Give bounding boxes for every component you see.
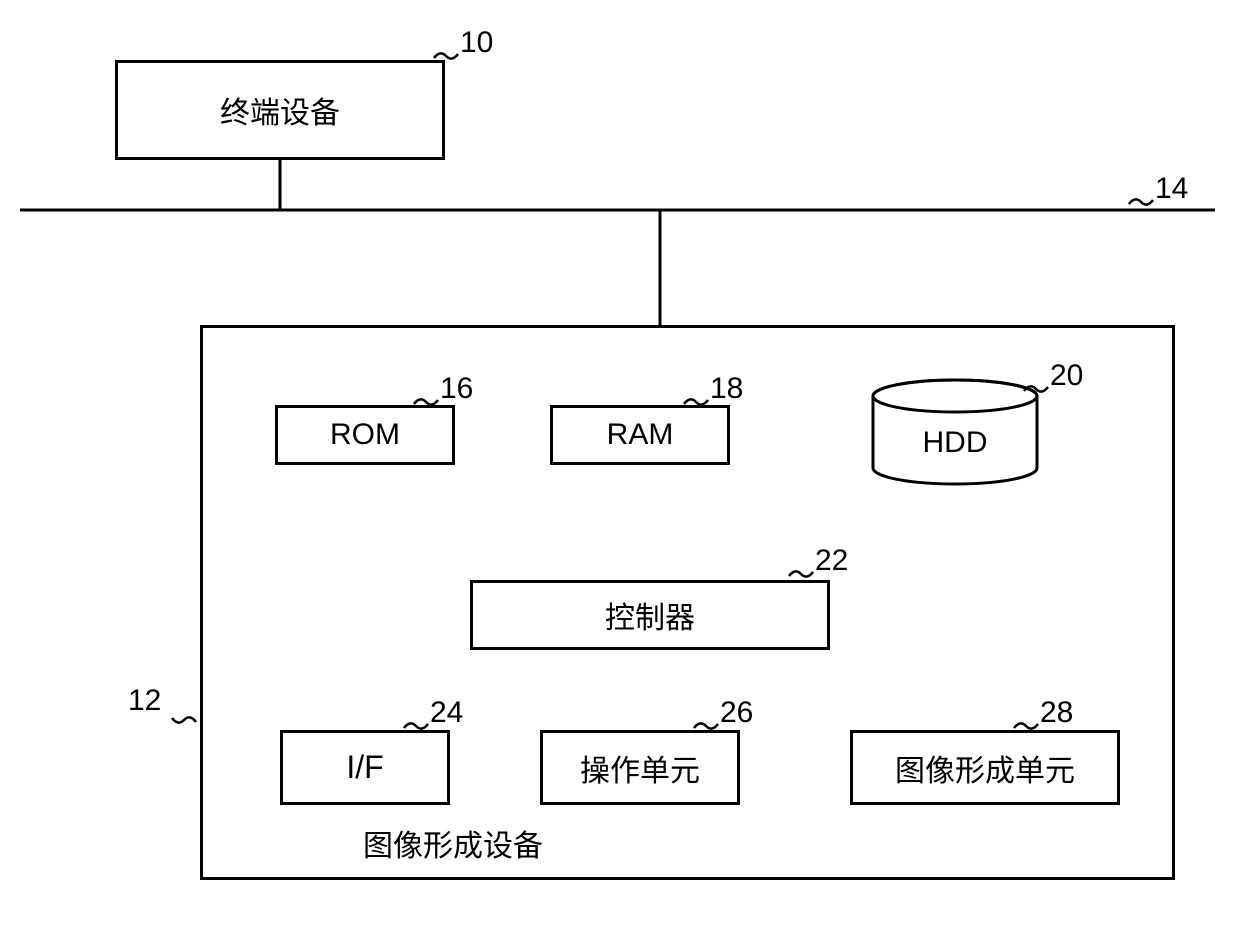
- ref-28: 28: [1040, 696, 1073, 730]
- tilde-20: [1022, 381, 1050, 395]
- ref-22: 22: [815, 544, 848, 578]
- block-terminal: 终端设备: [115, 60, 445, 160]
- ref-26: 26: [720, 696, 753, 730]
- block-controller: 控制器: [470, 580, 830, 650]
- tilde-26: [692, 718, 720, 732]
- tilde-22: [787, 566, 815, 580]
- ref-18: 18: [710, 372, 743, 406]
- tilde-14: [1127, 194, 1155, 208]
- block-opunit-label: 操作单元: [580, 746, 700, 790]
- block-if: I/F: [280, 730, 450, 805]
- tilde-12: [170, 712, 198, 726]
- tilde-10: [432, 48, 460, 62]
- tilde-18: [682, 394, 710, 408]
- ref-12: 12: [128, 684, 161, 718]
- block-ram-label: RAM: [607, 418, 674, 452]
- block-rom: ROM: [275, 405, 455, 465]
- tilde-28: [1012, 718, 1040, 732]
- block-opunit: 操作单元: [540, 730, 740, 805]
- block-hdd-label: HDD: [870, 426, 1040, 460]
- block-if-label: I/F: [346, 749, 383, 786]
- block-controller-label: 控制器: [605, 593, 695, 637]
- block-hdd: HDD: [870, 378, 1040, 486]
- block-imgunit-label: 图像形成单元: [895, 746, 1075, 790]
- ref-24: 24: [430, 696, 463, 730]
- block-terminal-label: 终端设备: [220, 88, 340, 132]
- block-ram: RAM: [550, 405, 730, 465]
- ref-16: 16: [440, 372, 473, 406]
- ref-20: 20: [1050, 359, 1083, 393]
- ref-14: 14: [1155, 172, 1188, 206]
- block-outer-label: 图像形成设备: [363, 821, 543, 865]
- block-imgunit: 图像形成单元: [850, 730, 1120, 805]
- ref-10: 10: [460, 26, 493, 60]
- tilde-16: [412, 394, 440, 408]
- block-rom-label: ROM: [330, 418, 400, 452]
- tilde-24: [402, 718, 430, 732]
- diagram-canvas: 终端设备 图像形成设备 ROM RAM HDD 控制器 I/F 操作单元 图像形…: [0, 0, 1240, 926]
